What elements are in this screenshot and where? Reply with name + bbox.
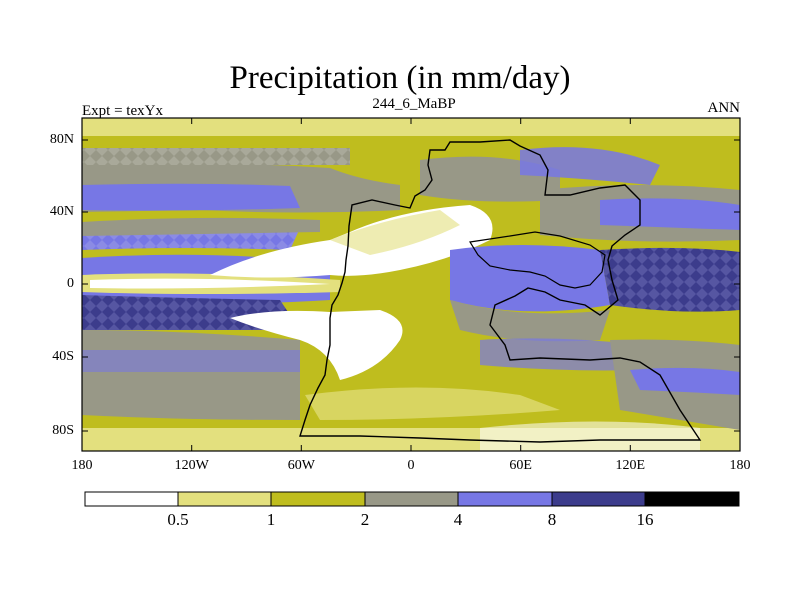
precip-north-polar-light	[82, 118, 740, 136]
y-tick-label: 80N	[49, 132, 74, 147]
coastline	[299, 139, 702, 443]
coastline-inner	[469, 231, 606, 289]
precip-s-light	[305, 387, 560, 420]
colorbar-swatch-0	[85, 492, 178, 506]
x-tick-label: 120W	[174, 458, 209, 473]
colorbar-label: 1	[266, 510, 276, 529]
x-tick-label: 180	[71, 458, 93, 473]
precip-ne-blue	[600, 198, 740, 230]
map-subtitle: 244_6_MaBP	[372, 96, 456, 112]
x-tick-label: 120E	[615, 458, 646, 473]
colorbar	[84, 491, 740, 507]
colorbar-swatch-5	[552, 492, 645, 506]
precip-east-trop-blue	[450, 245, 610, 312]
precip-east-trop-blue-2	[480, 338, 640, 371]
precip-east-trop-dark	[600, 247, 740, 312]
y-tick-label: 40S	[52, 349, 74, 364]
precip-sh-blue-strip	[82, 350, 300, 372]
precip-field	[82, 118, 740, 451]
x-tick-label: 60E	[509, 458, 532, 473]
colorbar-frame	[84, 491, 740, 507]
colorbar-label: 16	[636, 510, 654, 529]
colorbar-swatch-1	[178, 492, 271, 506]
y-tick-label: 80S	[52, 423, 74, 438]
precip-nh-hatch	[82, 148, 350, 165]
precip-arid-edge	[330, 210, 460, 255]
colorbar-label: 8	[547, 510, 557, 529]
precip-east-trop-grey	[450, 300, 610, 342]
x-tick-label: 0	[407, 458, 415, 473]
y-tick-label: 0	[67, 276, 74, 291]
x-tick-label: 60W	[287, 458, 315, 473]
precip-arid-south	[230, 310, 403, 380]
precip-se-blue	[630, 367, 740, 395]
colorbar-swatch-3	[365, 492, 458, 506]
colorbar-swatch-6	[645, 492, 739, 506]
colorbar-swatch-2	[271, 492, 365, 506]
x-tick-label: 180	[729, 458, 751, 473]
colorbar-label: 4	[453, 510, 463, 529]
precip-south-white-patch	[480, 421, 700, 451]
precip-eq-white	[90, 278, 330, 289]
colorbar-label: 0.5	[167, 510, 189, 529]
precip-n-interior-blue	[520, 147, 660, 185]
map-title: Precipitation (in mm/day)	[229, 60, 571, 96]
colorbar-label: 2	[360, 510, 370, 529]
season-label: ANN	[707, 100, 741, 116]
precip-sh-grey	[82, 330, 300, 420]
y-tick-label: 40N	[49, 204, 74, 219]
precip-nh-grey-2	[82, 217, 320, 236]
axis-ticks	[81, 118, 741, 451]
precip-nh-blue	[82, 183, 300, 211]
experiment-label: Expt = texYx	[82, 103, 163, 119]
colorbar-swatch-4	[458, 492, 552, 506]
